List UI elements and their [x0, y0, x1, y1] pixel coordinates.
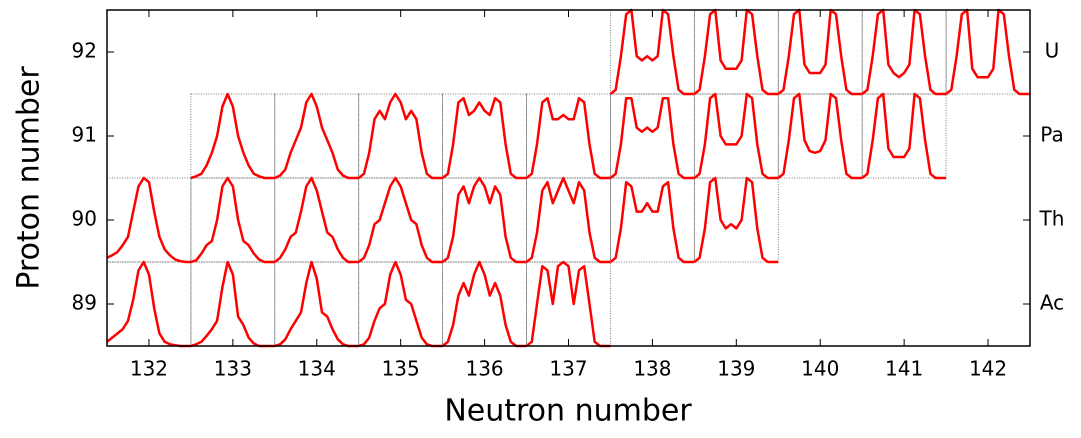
cell-box	[693, 93, 779, 179]
cell-box	[945, 9, 1031, 95]
x-tick-label: 135	[382, 357, 420, 381]
x-tick-label: 140	[801, 357, 839, 381]
distribution-curve	[441, 176, 527, 264]
cell-box	[190, 93, 276, 179]
distribution-curve	[693, 8, 779, 96]
cell-box	[777, 9, 863, 95]
cell-box	[358, 177, 444, 263]
cell-box	[861, 93, 947, 179]
x-tick-label: 134	[298, 357, 336, 381]
cell-box	[610, 9, 695, 95]
x-tick-label: 136	[465, 357, 503, 381]
distribution-curve	[609, 96, 695, 180]
distribution-curve	[777, 8, 863, 96]
distribution-curve	[693, 176, 779, 264]
x-tick-label: 142	[969, 357, 1007, 381]
y-tick-label: 89	[72, 291, 97, 315]
distribution-curve	[190, 176, 275, 264]
distribution-curve	[525, 176, 611, 264]
distribution-curve	[693, 92, 779, 180]
distribution-curve	[274, 92, 359, 180]
y2-tick-label: Pa	[1040, 123, 1063, 147]
distribution-curve	[357, 176, 443, 264]
cell-box	[190, 177, 276, 263]
y2-tick-label: U	[1045, 39, 1060, 63]
cell-box	[693, 177, 779, 263]
distribution-curve	[777, 92, 863, 180]
distribution-curve	[441, 260, 527, 348]
distribution-curve	[106, 176, 191, 264]
cell-box	[442, 93, 527, 179]
cell-box	[526, 177, 611, 263]
y-tick-label: 92	[72, 39, 97, 63]
y-tick-label: 90	[72, 207, 97, 231]
distribution-curve	[274, 176, 359, 264]
y-axis-title: Proton number	[12, 66, 47, 290]
cell-box	[693, 9, 779, 95]
cell-box	[442, 177, 527, 263]
cell-box	[106, 177, 192, 263]
distribution-curve	[945, 8, 1030, 96]
cell-box	[442, 261, 527, 347]
distribution-curve	[357, 92, 443, 180]
distribution-curve	[190, 260, 275, 348]
y2-tick-label: Th	[1039, 207, 1065, 231]
cell-box	[610, 93, 695, 179]
cell-box	[526, 93, 611, 179]
cell-box	[358, 261, 444, 347]
distribution-curve	[358, 260, 443, 348]
distribution-curve	[525, 260, 611, 348]
cell-box	[190, 261, 276, 347]
cell-box	[358, 93, 444, 179]
cell-box	[274, 261, 360, 347]
cell-box	[106, 261, 192, 347]
distribution-curve	[861, 8, 947, 96]
distribution-curve	[274, 260, 359, 348]
x-tick-label: 139	[717, 357, 755, 381]
distribution-curve	[441, 96, 527, 180]
cell-box	[274, 93, 360, 179]
cell-box	[610, 177, 695, 263]
plot-frame	[106, 9, 1031, 347]
cell-box	[526, 261, 611, 347]
x-tick-label: 138	[633, 357, 671, 381]
y-tick-label: 91	[72, 123, 97, 147]
cell-box	[861, 9, 947, 95]
x-tick-label: 137	[549, 357, 587, 381]
distribution-curve	[190, 92, 275, 180]
cell-box	[274, 177, 360, 263]
x-tick-label: 141	[885, 357, 923, 381]
y2-tick-label: Ac	[1040, 291, 1064, 315]
distribution-curve	[609, 8, 695, 96]
cell-box	[777, 93, 863, 179]
x-axis-title: Neutron number	[444, 394, 692, 429]
distribution-curve	[609, 180, 695, 264]
distribution-curve	[525, 96, 611, 180]
distribution-curve	[861, 92, 947, 180]
x-tick-label: 133	[214, 357, 252, 381]
x-tick-label: 132	[130, 357, 168, 381]
distribution-curve	[106, 260, 191, 348]
